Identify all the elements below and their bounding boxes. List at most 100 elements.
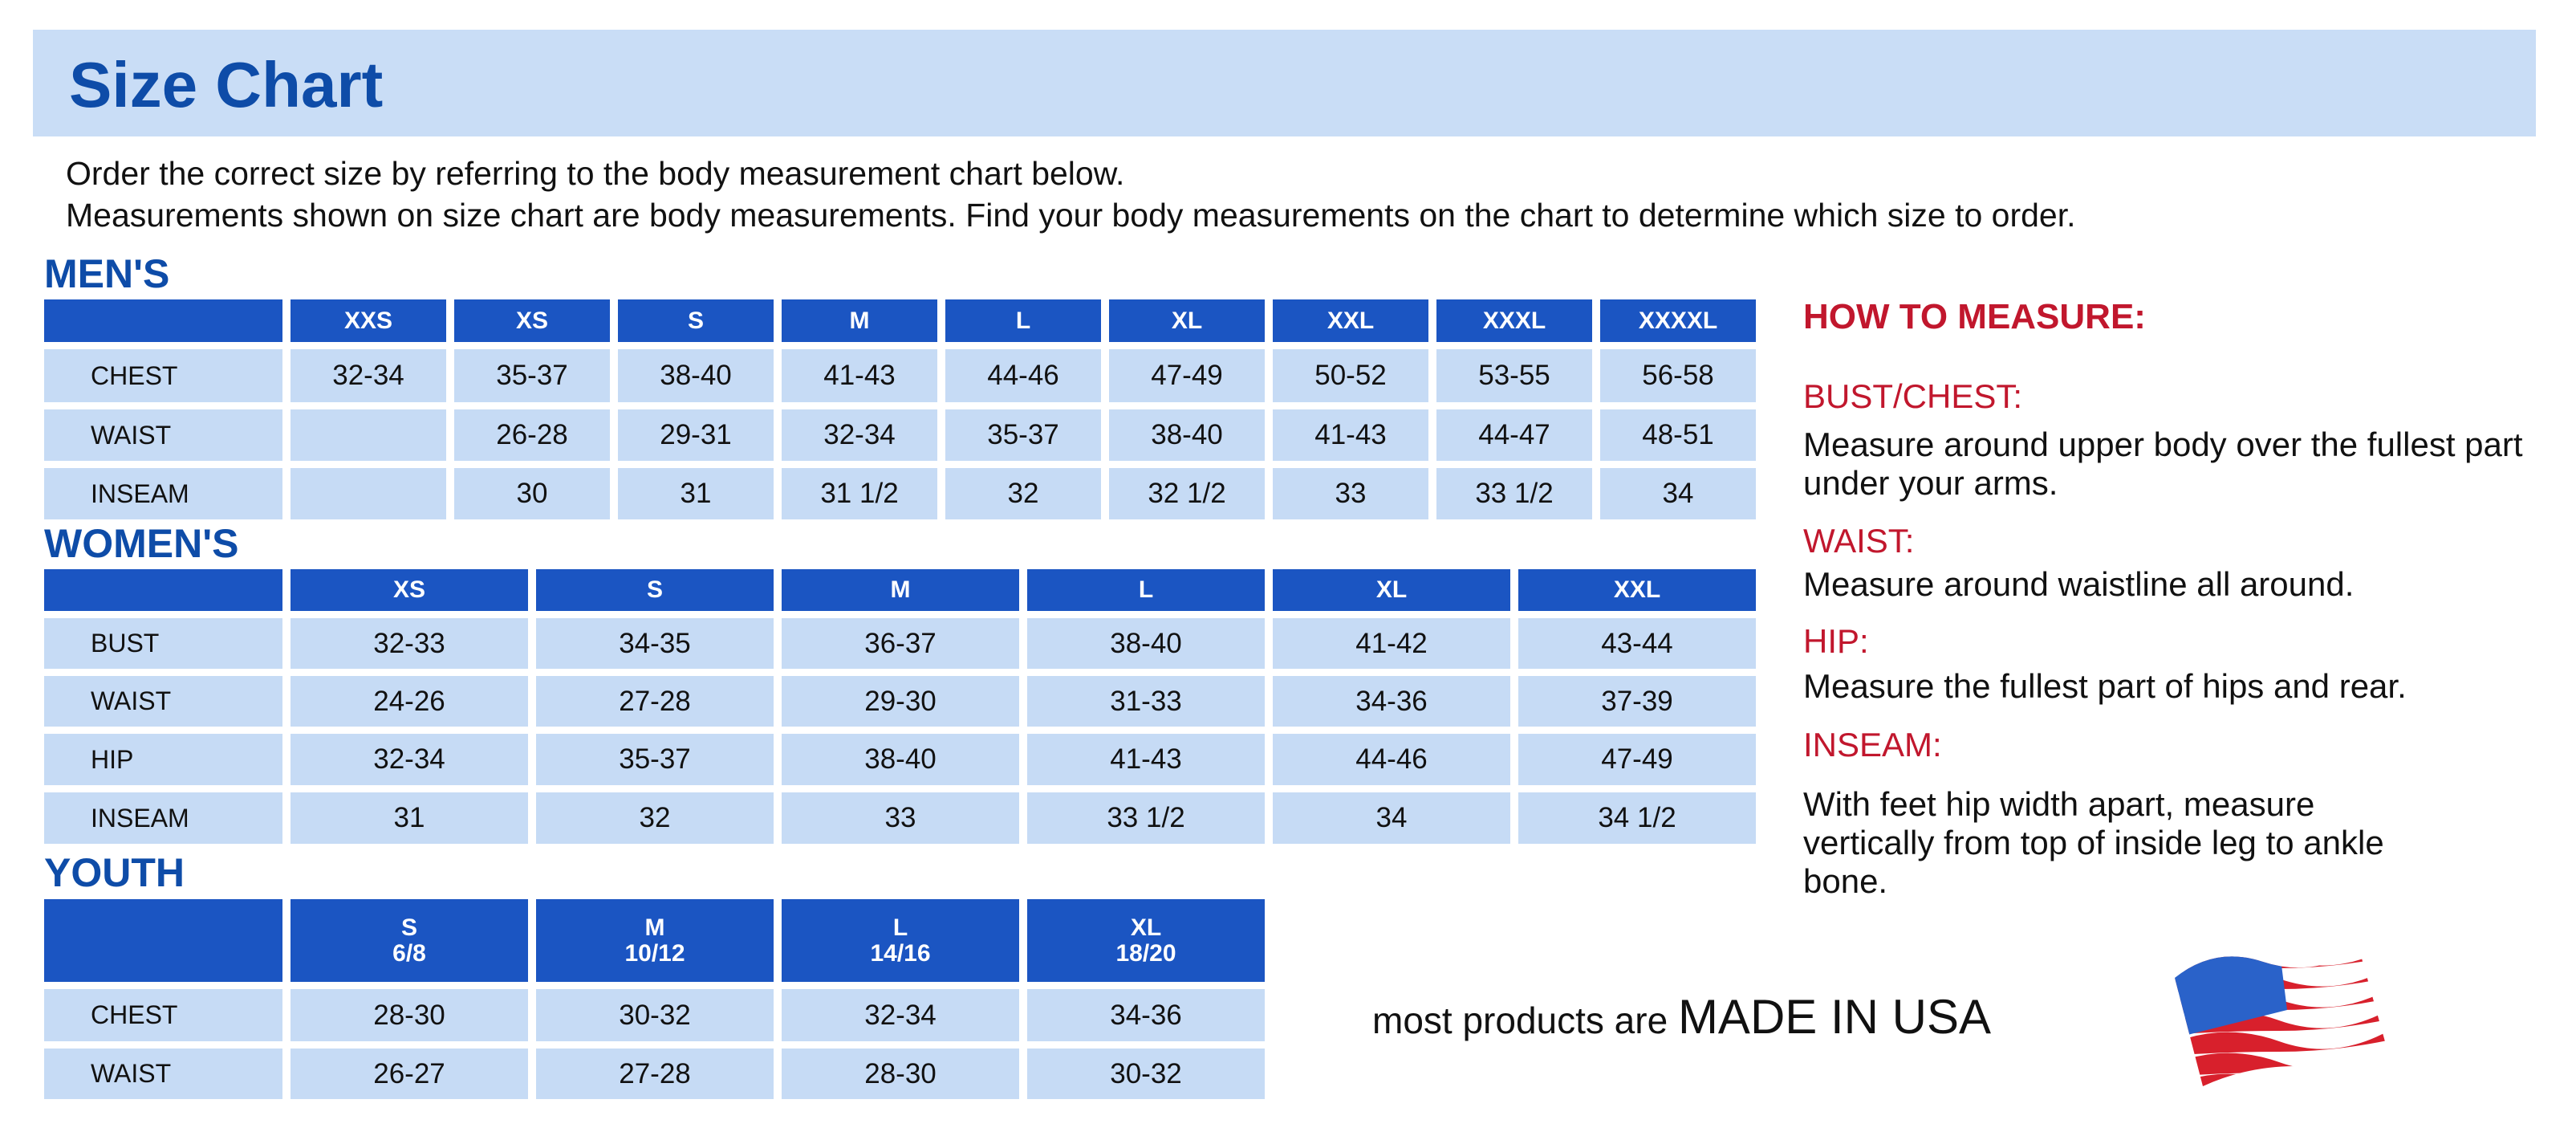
measurement-value-cell: 56-58 <box>1600 349 1756 402</box>
size-header-cell: XL 18/20 <box>1027 899 1265 982</box>
size-header-cell: XXL <box>1518 569 1756 611</box>
measurement-label-cell: CHEST <box>44 989 282 1041</box>
measurement-value-cell: 41-43 <box>1273 409 1428 461</box>
measure-label-hip: HIP: <box>1803 622 1869 660</box>
measurement-value-cell: 47-49 <box>1109 349 1265 402</box>
measurement-value-cell: 31 <box>618 468 774 519</box>
measure-label-bust: BUST/CHEST: <box>1803 377 2023 415</box>
flag-stripe <box>2175 1029 2387 1056</box>
size-header-cell: XXXL <box>1436 299 1592 342</box>
measure-label-inseam: INSEAM: <box>1803 726 1942 763</box>
measurement-value-cell: 37-39 <box>1518 676 1756 727</box>
measurement-value-cell: 41-43 <box>1027 734 1265 785</box>
measurement-value-cell: 26-28 <box>454 409 610 461</box>
made-in-usa-emphasis: MADE IN USA <box>1677 990 1991 1044</box>
measure-label-waist: WAIST: <box>1803 522 1915 560</box>
measurement-value-cell: 38-40 <box>1109 409 1265 461</box>
measurement-value-cell: 32 1/2 <box>1109 468 1265 519</box>
intro-line-2: Measurements shown on size chart are bod… <box>66 197 2076 234</box>
measurement-value-cell: 50-52 <box>1273 349 1428 402</box>
measurement-value-cell: 32-33 <box>291 618 528 669</box>
measurement-value-cell: 30-32 <box>1027 1049 1265 1099</box>
us-flag-icon <box>2175 950 2387 1086</box>
measurement-value-cell: 32-34 <box>291 349 446 402</box>
page-title: Size Chart <box>69 49 384 120</box>
measurement-value-cell: 34 <box>1600 468 1756 519</box>
measurement-value-cell: 43-44 <box>1518 618 1756 669</box>
size-header-cell: S <box>536 569 774 611</box>
measurement-value-cell <box>291 409 446 461</box>
size-header-cell: L 14/16 <box>782 899 1019 982</box>
measurement-value-cell: 27-28 <box>536 1049 774 1099</box>
size-header-cell: S <box>618 299 774 342</box>
how-to-measure-heading: HOW TO MEASURE: <box>1803 297 2146 336</box>
measurement-value-cell: 41-43 <box>782 349 937 402</box>
intro-line-1: Order the correct size by referring to t… <box>66 155 1125 192</box>
size-header-cell: XS <box>291 569 528 611</box>
measurement-value-cell: 44-47 <box>1436 409 1592 461</box>
measurement-value-cell: 31 <box>291 792 528 844</box>
measurement-value-cell: 33 1/2 <box>1027 792 1265 844</box>
size-header-cell: XXXXL <box>1600 299 1756 342</box>
youth-heading: YOUTH <box>44 850 185 895</box>
measurement-label-cell: BUST <box>44 618 282 669</box>
measurement-value-cell: 34 <box>1273 792 1510 844</box>
womens-size-table: XS S M L XL XXL BUST 32-33 34-35 36-37 38-40 41-42 4… <box>44 569 1756 844</box>
measurement-value-cell: 47-49 <box>1518 734 1756 785</box>
size-header-cell: S 6/8 <box>291 899 528 982</box>
size-header-cell: XS <box>454 299 610 342</box>
measurement-value-cell: 30-32 <box>536 989 774 1041</box>
size-header-cell: XL <box>1273 569 1510 611</box>
size-header-cell: XXS <box>291 299 446 342</box>
measurement-value-cell: 24-26 <box>291 676 528 727</box>
header-corner-cell <box>44 899 282 982</box>
size-header-cell: XL <box>1109 299 1265 342</box>
measurement-value-cell: 33 <box>1273 468 1428 519</box>
measurement-value-cell: 33 1/2 <box>1436 468 1592 519</box>
measurement-value-cell: 28-30 <box>291 989 528 1041</box>
measurement-value-cell: 53-55 <box>1436 349 1592 402</box>
measurement-value-cell: 31 1/2 <box>782 468 937 519</box>
measurement-value-cell: 35-37 <box>454 349 610 402</box>
measurement-value-cell: 35-37 <box>945 409 1101 461</box>
measurement-value-cell: 48-51 <box>1600 409 1756 461</box>
measurement-label-cell: HIP <box>44 734 282 785</box>
measure-text-bust: Measure around upper body over the fulle… <box>1803 426 2523 502</box>
measurement-value-cell: 38-40 <box>782 734 1019 785</box>
measurement-label-cell: WAIST <box>44 1049 282 1099</box>
measurement-value-cell: 28-30 <box>782 1049 1019 1099</box>
measurement-value-cell: 35-37 <box>536 734 774 785</box>
size-header-cell: M <box>782 569 1019 611</box>
measurement-value-cell: 32-34 <box>782 409 937 461</box>
measurement-value-cell: 34-36 <box>1027 989 1265 1041</box>
measurement-value-cell: 32 <box>945 468 1101 519</box>
measurement-value-cell: 32 <box>536 792 774 844</box>
measurement-value-cell: 26-27 <box>291 1049 528 1099</box>
measurement-value-cell: 38-40 <box>1027 618 1265 669</box>
size-header-cell: L <box>945 299 1101 342</box>
title-band <box>33 30 2536 136</box>
measurement-value-cell: 34 1/2 <box>1518 792 1756 844</box>
header-corner-cell <box>44 299 282 342</box>
measurement-value-cell: 44-46 <box>945 349 1101 402</box>
flag-stripe <box>2175 1050 2387 1077</box>
measurement-value-cell: 29-30 <box>782 676 1019 727</box>
measurement-value-cell <box>291 468 446 519</box>
made-in-usa-note: most products are MADE IN USA <box>1372 989 1991 1044</box>
size-header-cell: L <box>1027 569 1265 611</box>
measurement-value-cell: 44-46 <box>1273 734 1510 785</box>
mens-heading: MEN'S <box>44 251 170 296</box>
measurement-label-cell: WAIST <box>44 676 282 727</box>
measurement-label-cell: CHEST <box>44 349 282 402</box>
measurement-value-cell: 33 <box>782 792 1019 844</box>
womens-heading: WOMEN'S <box>44 521 239 566</box>
size-header-cell: XXL <box>1273 299 1428 342</box>
measure-text-waist: Measure around waistline all around. <box>1803 565 2355 603</box>
measurement-value-cell: 30 <box>454 468 610 519</box>
measurement-value-cell: 41-42 <box>1273 618 1510 669</box>
made-in-usa-prefix: most products are <box>1372 1000 1678 1041</box>
measurement-label-cell: INSEAM <box>44 468 282 519</box>
measurement-value-cell: 32-34 <box>782 989 1019 1041</box>
size-header-cell: M 10/12 <box>536 899 774 982</box>
measurement-value-cell: 27-28 <box>536 676 774 727</box>
